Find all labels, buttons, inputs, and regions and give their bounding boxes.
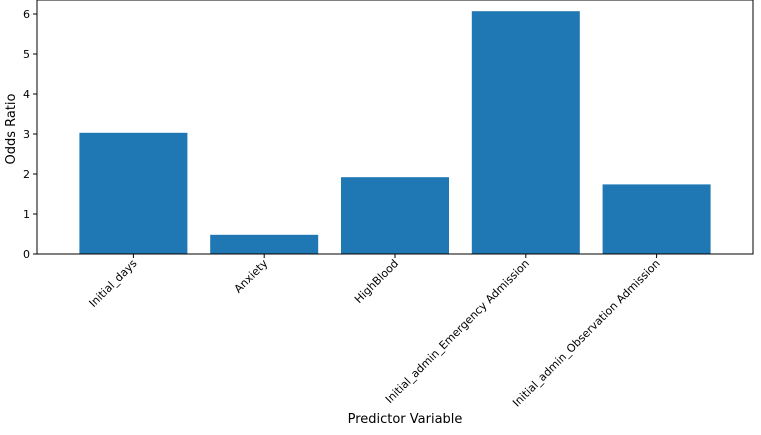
x-axis-label: Predictor Variable bbox=[348, 412, 463, 427]
y-tick-label: 4 bbox=[23, 88, 30, 101]
bar-initial-admin-emergency-admission bbox=[471, 11, 580, 255]
bars-group bbox=[79, 11, 711, 255]
y-axis-label: Odds Ratio bbox=[4, 93, 19, 164]
bar-initial-days bbox=[79, 132, 188, 254]
x-tick-label: HighBlood bbox=[352, 257, 401, 306]
x-tick-label: Anxiety bbox=[232, 257, 271, 296]
bar-anxiety bbox=[210, 234, 319, 254]
plot-frame bbox=[36, 0, 754, 255]
x-tick-label: Initial_admin_Emergency Admission bbox=[383, 257, 532, 406]
y-tick-label: 1 bbox=[23, 208, 30, 221]
x-tick-label: Initial_days bbox=[87, 257, 140, 310]
y-tick-label: 6 bbox=[23, 8, 30, 21]
bar-initial-admin-observation-admission bbox=[602, 184, 711, 254]
y-tick-label: 3 bbox=[23, 128, 30, 141]
y-tick-label: 5 bbox=[23, 48, 30, 61]
x-axis: Initial_days Anxiety HighBloodInitial_admi… bbox=[87, 254, 663, 409]
x-tick-label: Initial_admin_Observation Admission bbox=[510, 257, 663, 410]
bar-highblood bbox=[341, 177, 449, 254]
y-tick-label: 2 bbox=[23, 168, 30, 181]
y-tick-label: 0 bbox=[23, 248, 30, 261]
y-axis: 0 1 2 3 4 5 6 bbox=[23, 8, 37, 261]
